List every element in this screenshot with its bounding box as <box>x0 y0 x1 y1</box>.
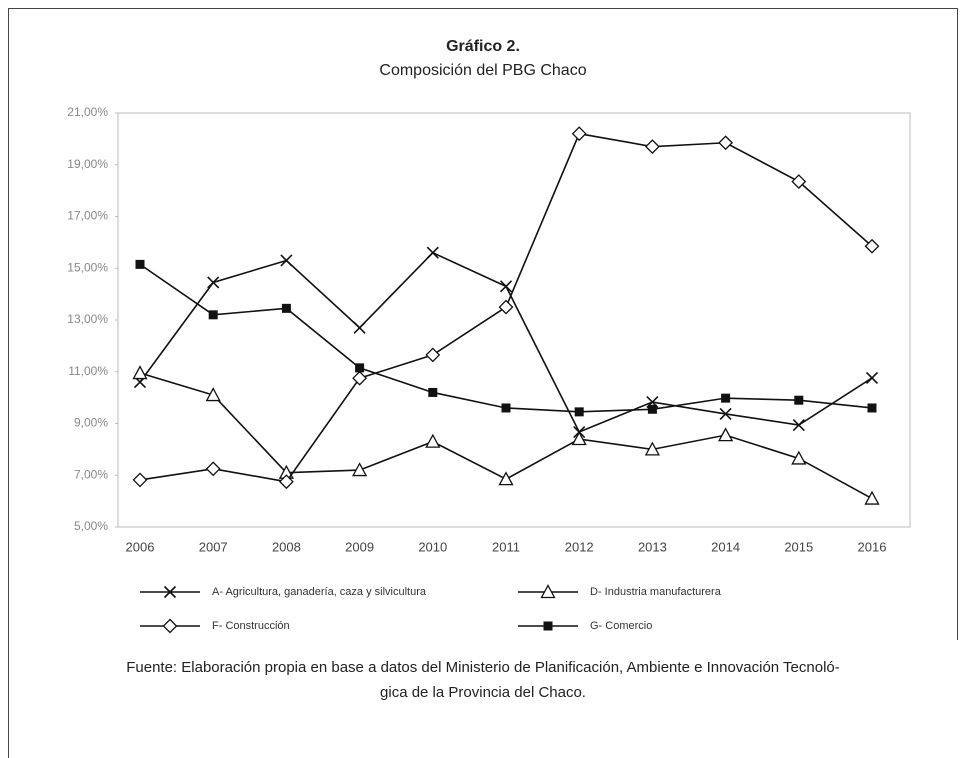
marker <box>281 303 291 313</box>
marker <box>498 299 514 315</box>
legend-label: A- Agricultura, ganadería, caza y silvic… <box>212 586 427 598</box>
marker <box>865 371 879 385</box>
legend-marker <box>162 618 178 634</box>
chart-title: Gráfico 2. <box>446 38 520 55</box>
marker <box>571 431 587 446</box>
marker <box>644 139 660 155</box>
x-tick-label: 2010 <box>418 539 447 554</box>
x-tick-label: 2014 <box>711 539 740 554</box>
legend-marker <box>540 584 556 599</box>
y-tick-label: 21,00% <box>67 105 108 119</box>
y-tick-label: 9,00% <box>74 416 108 430</box>
marker <box>574 407 584 417</box>
marker <box>499 280 513 293</box>
legend-marker <box>543 621 553 631</box>
y-tick-label: 13,00% <box>67 312 108 326</box>
y-tick-label: 11,00% <box>68 364 108 378</box>
marker <box>647 404 657 414</box>
y-tick-label: 5,00% <box>74 519 108 533</box>
marker <box>721 393 731 403</box>
marker <box>498 471 514 486</box>
marker <box>426 246 439 259</box>
marker <box>425 433 441 448</box>
plot-area <box>117 112 911 528</box>
legend-label: D- Industria manufacturera <box>590 586 722 598</box>
marker <box>132 472 148 488</box>
legend-marker <box>163 585 177 599</box>
y-tick-label: 19,00% <box>67 157 108 171</box>
source-note: gica de la Provincia del Chaco. <box>380 684 586 701</box>
marker <box>205 461 221 477</box>
y-tick-label: 15,00% <box>67 260 108 274</box>
y-tick-label: 17,00% <box>67 209 108 223</box>
marker <box>644 441 660 456</box>
source-note: Fuente: Elaboración propia en base a dat… <box>126 659 840 676</box>
legend-label: F- Construcción <box>212 620 290 632</box>
legend-label: G- Comercio <box>590 620 652 632</box>
marker <box>135 259 145 269</box>
x-tick-label: 2006 <box>126 539 155 554</box>
marker <box>794 395 804 405</box>
marker <box>791 450 807 465</box>
marker <box>132 365 148 380</box>
marker <box>207 276 220 289</box>
marker <box>208 310 218 320</box>
marker <box>864 238 880 254</box>
marker <box>718 135 734 151</box>
marker <box>571 126 587 142</box>
frame <box>8 8 958 758</box>
marker <box>352 370 368 386</box>
x-tick-label: 2016 <box>858 539 887 554</box>
x-tick-label: 2011 <box>492 539 520 554</box>
marker <box>864 490 880 505</box>
x-tick-label: 2015 <box>784 539 813 554</box>
x-tick-label: 2012 <box>565 539 594 554</box>
marker <box>791 174 807 189</box>
x-tick-label: 2008 <box>272 539 301 554</box>
marker <box>352 462 368 477</box>
marker <box>792 418 805 432</box>
marker <box>428 387 438 397</box>
marker <box>718 427 734 442</box>
marker <box>353 321 366 334</box>
x-tick-label: 2009 <box>345 539 374 554</box>
marker <box>425 347 441 363</box>
marker <box>719 407 732 420</box>
chart-subtitle: Composición del PBG Chaco <box>379 62 586 79</box>
marker <box>501 403 511 413</box>
marker <box>867 403 877 413</box>
x-tick-label: 2007 <box>199 539 228 554</box>
y-tick-label: 7,00% <box>74 467 108 481</box>
marker <box>205 387 221 402</box>
marker <box>280 254 293 267</box>
marker <box>278 474 294 490</box>
marker <box>355 363 365 373</box>
x-tick-label: 2013 <box>638 539 667 554</box>
